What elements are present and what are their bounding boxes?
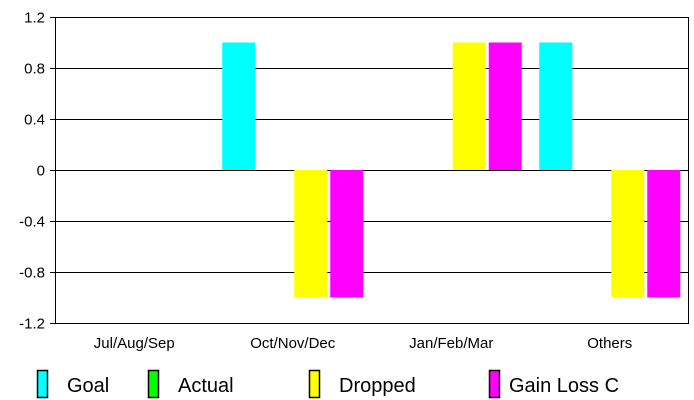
- y-tick-label: 0: [37, 163, 45, 180]
- bar-gain-loss-c-oct-nov-dec: [330, 170, 364, 298]
- y-tick-label: -0.8: [19, 265, 45, 282]
- legend: Goal Actual Dropped Gain Loss C: [36, 369, 619, 399]
- legend-label-dropped: Dropped: [339, 375, 416, 397]
- bar-goal-others: [539, 42, 573, 170]
- x-category-label: Others: [587, 335, 632, 352]
- x-category-label: Oct/Nov/Dec: [250, 335, 336, 352]
- x-category-label: Jul/Aug/Sep: [94, 335, 175, 352]
- legend-label-goal: Goal: [67, 375, 109, 397]
- y-tick-label: -1.2: [19, 316, 45, 333]
- bar-gain-loss-c-others: [647, 170, 681, 298]
- legend-label-actual: Actual: [178, 375, 234, 397]
- legend-label-gain-loss-c: Gain Loss C: [509, 375, 619, 397]
- bar-goal-oct-nov-dec: [222, 42, 256, 170]
- bar-dropped-jan-feb-mar: [452, 42, 486, 170]
- grid-lines: [55, 17, 689, 324]
- y-axis-tick-labels: 1.2 0.8 0.4 0 -0.4 -0.8 -1.2: [19, 10, 45, 333]
- y-tick-label: 1.2: [24, 10, 45, 27]
- legend-swatch-dropped: [308, 369, 321, 399]
- y-tick-label: 0.8: [24, 61, 45, 78]
- bar-dropped-oct-nov-dec: [294, 170, 328, 298]
- bar-gain-loss-c-jan-feb-mar: [488, 42, 522, 170]
- legend-swatch-gain-loss-c: [488, 369, 501, 399]
- bar-dropped-others: [611, 170, 645, 298]
- x-category-label: Jan/Feb/Mar: [409, 335, 493, 352]
- y-tick-label: 0.4: [24, 112, 45, 129]
- legend-swatch-goal: [36, 369, 49, 399]
- y-tick-label: -0.4: [19, 214, 45, 231]
- axes: [50, 17, 689, 324]
- x-axis-category-labels: Jul/Aug/Sep Oct/Nov/Dec Jan/Feb/Mar Others: [94, 335, 632, 352]
- bars: [222, 42, 681, 298]
- legend-swatch-actual: [147, 369, 160, 399]
